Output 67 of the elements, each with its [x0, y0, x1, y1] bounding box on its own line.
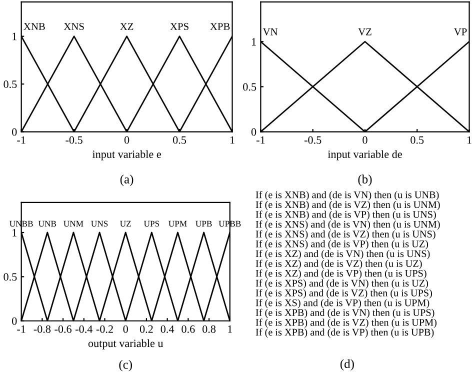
y-tick-label: 0	[12, 317, 17, 325]
text: If (e is XNB) and (de is VN) then (u is UNB)	[256, 191, 439, 200]
text: If (e is XZ) and (de is VN) then (u is UNS)	[256, 250, 430, 260]
y-tick-label: 0.5	[4, 80, 17, 88]
text: If (e is XPS) and (de is VN) then (u is UZ)	[256, 279, 428, 289]
x-tick-label: 1	[230, 136, 234, 144]
series-label: XPS	[170, 23, 188, 30]
x-tick-label: -1	[17, 325, 26, 333]
text: If (e is XNS) and (de is VP) then (u is UZ)	[256, 240, 428, 250]
text: If (e is XPB) and (de is VZ) then (u is UPM)	[256, 318, 436, 328]
y-tick-label: 0	[251, 128, 256, 136]
text: (b)	[358, 174, 372, 186]
x-tick-label: -1	[256, 136, 265, 144]
x-tick-label: 0.6	[182, 325, 195, 333]
y-tick-label: 1	[12, 229, 16, 236]
series-label: UPM	[168, 220, 187, 227]
text: If (e is XNB) and (de is VP) then (u is UNS)	[256, 210, 436, 220]
text: (d)	[340, 359, 354, 371]
y-tick-label: 0.5	[243, 83, 256, 91]
x-tick-label: -0.5	[66, 136, 82, 144]
text: If (e is XPS) and (de is VZ) then (u is UPS)	[256, 289, 432, 298]
text: If (e is XS) and (de is VP) then (u is UPM)	[256, 298, 430, 308]
series-label: UNB	[38, 220, 56, 227]
text: If (e is XNB) and (de is VZ) then (u is UNM)	[256, 200, 440, 210]
y-tick-label: 0.5	[4, 273, 17, 281]
x-tick-label: -0.5	[304, 136, 322, 144]
x-tick-label: -0.4	[76, 325, 93, 333]
series-label: UPS	[144, 220, 160, 227]
series-label: XNB	[24, 23, 45, 30]
x-tick-label: 0	[123, 325, 128, 333]
text: If (e is XPB) and (de is VN) then (u is UPS)	[256, 308, 434, 318]
x-tick-label: 1	[467, 136, 472, 144]
series-label: XNS	[64, 23, 84, 30]
series-label: XPB	[210, 23, 230, 30]
x-axis-title: input variable de	[328, 150, 402, 160]
series-label: UZ	[120, 220, 131, 227]
x-tick-label: 0.4	[160, 325, 174, 333]
x-tick-label: 0	[362, 136, 368, 144]
series-label: VP	[454, 28, 467, 36]
text: If (e is XPB) and (de is VP) then (u is UPB)	[256, 328, 434, 338]
x-tick-label: -1	[17, 136, 26, 144]
text: If (e is XNS) and (de is VN) then (u is UNM)	[256, 220, 440, 230]
series-label: UPB	[196, 220, 212, 227]
x-tick-label: 0.8	[202, 325, 216, 333]
series-label: VZ	[358, 28, 372, 36]
x-tick-label: 0.5	[410, 136, 424, 144]
x-tick-label: -0.2	[96, 325, 113, 333]
x-tick-label: -0.8	[34, 325, 51, 333]
series-label: XZ	[120, 23, 134, 30]
series-label: VN	[262, 28, 278, 36]
text: (c)	[119, 360, 132, 372]
x-tick-label: 1	[228, 325, 232, 333]
series-label: UNM	[64, 220, 84, 227]
x-tick-label: -0.6	[54, 325, 72, 333]
text: If (e is XZ) and (de is VP) then (u is UPS)	[256, 270, 426, 279]
y-tick-label: 0	[12, 128, 17, 136]
text: If (e is XNS) and (de is VZ) then (u is UNS)	[256, 230, 436, 240]
x-tick-label: 0.2	[140, 325, 153, 333]
x-tick-label: 0.5	[173, 136, 186, 144]
y-tick-label: 1	[12, 32, 16, 40]
series-label: UNS	[91, 220, 108, 227]
x-axis-title: output variable u	[88, 339, 164, 350]
x-axis-title: input variable e	[92, 150, 161, 160]
text: If (e is XZ) and (de is VZ) then (u is UZ)	[256, 260, 422, 269]
x-tick-label: 0	[124, 136, 130, 144]
y-tick-label: 1	[252, 38, 256, 46]
text: (a)	[120, 174, 134, 186]
